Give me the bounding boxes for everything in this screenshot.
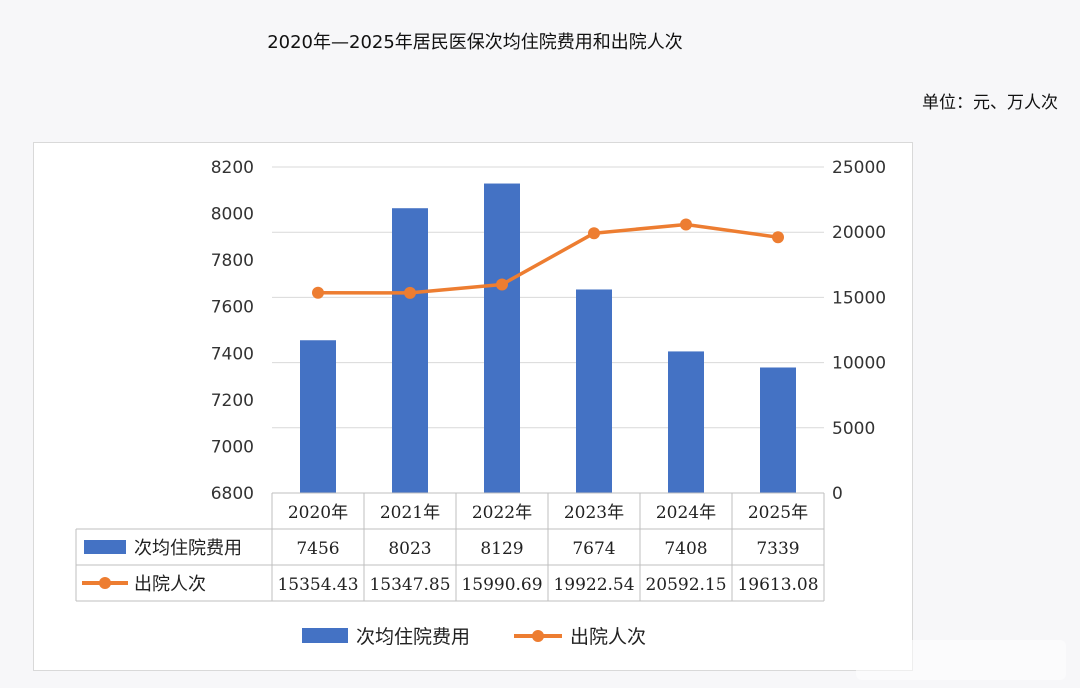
category-label: 2023年 <box>564 503 624 523</box>
line-point-2023年 <box>588 227 600 240</box>
left-axis-tick-label: 6800 <box>211 484 254 504</box>
table-cell: 15347.85 <box>369 575 450 595</box>
category-label: 2021年 <box>380 503 440 523</box>
table-cell: 19613.08 <box>737 575 818 595</box>
right-axis-tick-label: 0 <box>832 484 843 504</box>
legend-label: 出院人次 <box>570 626 646 648</box>
bar-2024年 <box>668 351 704 493</box>
left-axis-tick-label: 8200 <box>211 158 254 178</box>
table-cell: 19922.54 <box>553 575 634 595</box>
bar-2023年 <box>576 289 612 493</box>
bar-2020年 <box>300 340 336 493</box>
category-label: 2022年 <box>472 503 532 523</box>
right-axis-tick-label: 20000 <box>832 223 886 243</box>
left-axis-tick-label: 7000 <box>211 437 254 457</box>
left-axis-tick-label: 7600 <box>211 298 254 318</box>
legend-label: 次均住院费用 <box>356 626 470 648</box>
right-axis-tick-label: 10000 <box>832 354 886 374</box>
bar-2022年 <box>484 183 520 494</box>
table-cell: 7674 <box>572 539 615 559</box>
bar-2021年 <box>392 208 428 494</box>
table-cell: 15354.43 <box>277 575 358 595</box>
line-point-2021年 <box>404 286 416 299</box>
table-cell: 7339 <box>756 539 799 559</box>
right-axis-tick-label: 15000 <box>832 288 886 308</box>
category-label: 2024年 <box>656 503 716 523</box>
chart-title: 2020年—2025年居民医保次均住院费用和出院人次 <box>267 32 683 53</box>
table-cell: 15990.69 <box>461 575 542 595</box>
line-point-2025年 <box>772 231 784 244</box>
table-legend-line-marker <box>99 577 111 589</box>
chart-frame: 25000 20000 15000 10000 5000 0 8200 8000 7800 760… <box>33 142 913 671</box>
line-series-outpatient <box>317 222 779 295</box>
left-axis-tick-label: 7400 <box>211 344 254 364</box>
watermark-overlay <box>856 640 1066 680</box>
left-axis-tick-label: 7800 <box>211 251 254 271</box>
category-label: 2020年 <box>288 503 348 523</box>
table-cell: 7408 <box>664 539 707 559</box>
left-axis-tick-label: 8000 <box>211 205 254 225</box>
table-cell: 8129 <box>480 539 523 559</box>
right-axis-tick-label: 5000 <box>832 419 875 439</box>
table-row-label: 次均住院费用 <box>134 538 242 559</box>
table-cell: 8023 <box>388 539 431 559</box>
right-axis-tick-label: 25000 <box>832 158 886 178</box>
table-row-label: 出院人次 <box>134 574 206 595</box>
line-point-2024年 <box>680 218 692 231</box>
chart-svg: 25000 20000 15000 10000 5000 0 8200 8000 7800 760… <box>75 158 886 648</box>
left-axis-tick-label: 7200 <box>211 391 254 411</box>
line-point-2022年 <box>496 278 508 291</box>
category-label: 2025年 <box>748 503 808 523</box>
bar-2025年 <box>760 367 796 493</box>
table-legend-bar-swatch <box>84 540 126 554</box>
unit-label: 单位：元、万人次 <box>922 93 1058 113</box>
table-cell: 20592.15 <box>645 575 726 595</box>
line-point-2020年 <box>312 286 324 299</box>
legend-bar-swatch <box>302 628 348 643</box>
legend-line-marker <box>532 630 544 642</box>
table-cell: 7456 <box>296 539 339 559</box>
